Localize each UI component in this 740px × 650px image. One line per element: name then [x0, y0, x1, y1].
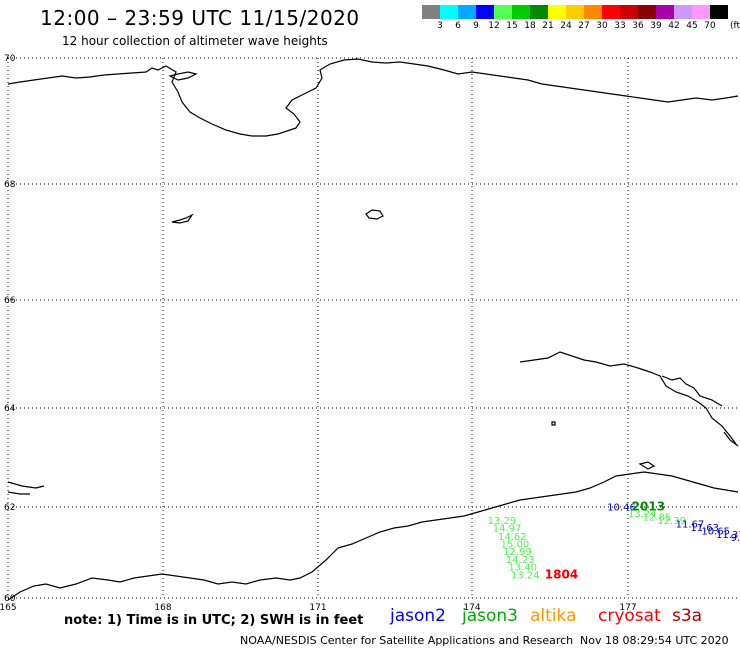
wave-height-label: 11.63: [690, 523, 719, 534]
color-swatch: [440, 5, 458, 19]
color-scale-label: 24: [560, 21, 572, 31]
lon-tick-label: 165: [0, 603, 17, 613]
island-1: [365, 209, 384, 220]
wave-height-label: 14.62: [498, 532, 527, 543]
coastline-alaska-seward: [519, 351, 737, 445]
color-scale-label: 9: [473, 21, 479, 31]
wave-height-label: 9.1: [731, 533, 740, 544]
island-2: [171, 213, 194, 224]
axis-labels: 165 168 171 174 177 70 68 66 64 62 60: [0, 54, 637, 613]
lon-tick-label: 174: [463, 603, 480, 613]
lat-tick-label: 60: [4, 594, 16, 604]
color-scale-label: 70: [704, 21, 716, 31]
color-swatch: [548, 5, 566, 19]
color-scale-label: 18: [524, 21, 536, 31]
wave-height-label: 12.99: [503, 547, 532, 558]
lat-tick-label: 64: [4, 404, 16, 414]
wave-height-label: 13.24: [628, 509, 657, 520]
color-scale-label: 12: [488, 21, 500, 31]
color-swatch: [512, 5, 530, 19]
wave-height-label: 2013: [632, 500, 665, 514]
color-swatch: [458, 5, 476, 19]
color-scale-label: 33: [614, 21, 626, 31]
wave-height-label: 13.24: [511, 570, 540, 581]
color-swatch: [422, 5, 440, 19]
wave-height-label: 14.97: [493, 524, 522, 535]
color-swatch: [674, 5, 692, 19]
wave-height-label: 10.46: [607, 503, 636, 514]
color-swatch: [692, 5, 710, 19]
color-swatch: [656, 5, 674, 19]
color-scale: [422, 5, 728, 19]
coastline: [7, 58, 739, 601]
color-swatch: [638, 5, 656, 19]
color-swatch: [584, 5, 602, 19]
color-scale-label: 27: [578, 21, 590, 31]
color-scale-label: 15: [506, 21, 518, 31]
wave-height-label: 1804: [545, 567, 578, 581]
legend-entry-altika: altika: [530, 606, 577, 626]
legend-entry-cryosat: cryosat: [598, 606, 661, 626]
lat-tick-label: 66: [4, 296, 16, 306]
coastline-alaska-sound: [661, 375, 723, 407]
coastline-anadyr: [7, 471, 739, 601]
wave-height-label: 12.39: [657, 516, 686, 527]
color-scale-label: 30: [596, 21, 608, 31]
legend-entry-s3a: s3a: [672, 606, 703, 626]
wave-height-label: 15.00: [501, 539, 530, 550]
color-scale-label: 6: [455, 21, 461, 31]
color-swatch: [710, 5, 728, 19]
coastline-bay: [168, 71, 198, 81]
color-swatch: [530, 5, 548, 19]
color-scale-label: 3: [437, 21, 443, 31]
page-subtitle: 12 hour collection of altimeter wave hei…: [62, 34, 328, 48]
lat-tick-label: 70: [4, 54, 16, 64]
altimeter-observations: 10.46201313.2412.8512.3911.6711.6310.651…: [488, 500, 740, 582]
page-title: 12:00 – 23:59 UTC 11/15/2020: [40, 6, 360, 30]
timestamp: Nov 18 08:29:54 UTC 2020: [580, 634, 729, 647]
footer-note: note: 1) Time is in UTC; 2) SWH is in fe…: [64, 613, 364, 628]
color-swatch: [602, 5, 620, 19]
lat-tick-label: 68: [4, 180, 16, 190]
lon-tick-label: 171: [309, 603, 326, 613]
credit-line: NOAA/NESDIS Center for Satellite Applica…: [240, 634, 574, 647]
wave-height-label: 10.65: [701, 526, 730, 537]
color-scale-label: 36: [632, 21, 644, 31]
wave-height-label: 11.67: [676, 519, 705, 530]
lat-tick-label: 62: [4, 503, 15, 513]
color-scale-label: 45: [686, 21, 698, 31]
island-3: [551, 421, 556, 426]
lon-tick-label: 168: [154, 603, 171, 613]
coastline-alaska-west: [723, 431, 739, 447]
color-swatch: [566, 5, 584, 19]
legend-entry-jason2: jason2: [390, 606, 446, 626]
wave-height-label: 11.37: [716, 530, 740, 541]
legend-entry-jason3: jason3: [462, 606, 518, 626]
map-grid: [7, 57, 738, 599]
wave-height-label: 12.85: [643, 513, 672, 524]
island-4: [638, 461, 656, 470]
wave-height-label: 13.29: [488, 516, 517, 527]
color-scale-label: 21: [542, 21, 554, 31]
wave-height-label: 13.40: [508, 563, 537, 574]
color-swatch: [620, 5, 638, 19]
wave-height-label: 14.23: [506, 555, 535, 566]
lon-tick-label: 177: [619, 603, 636, 613]
color-swatch: [494, 5, 512, 19]
coastline-chukotka-south: [7, 481, 45, 495]
color-scale-label: 42: [668, 21, 680, 31]
color-scale-unit: (ft): [730, 21, 740, 31]
color-scale-label: 39: [650, 21, 662, 31]
color-swatch: [476, 5, 494, 19]
coastline-chukotka-north: [7, 58, 739, 137]
